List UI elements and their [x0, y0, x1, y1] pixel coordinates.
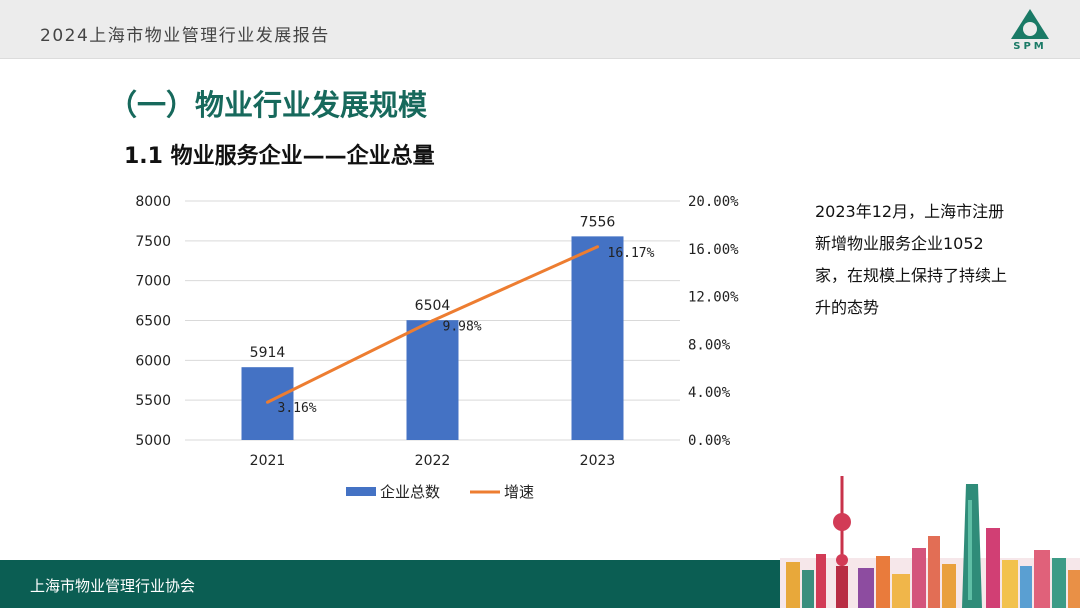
shanghai-skyline-icon	[780, 476, 1080, 608]
bar-value-label: 7556	[580, 214, 616, 230]
y-right-tick-label: 8.00%	[688, 337, 731, 353]
growth-point	[431, 319, 434, 323]
logo-text: SPM	[1013, 41, 1047, 52]
header-bar: 2024上海市物业管理行业发展报告 SPM	[0, 0, 1080, 59]
y-right-tick-label: 0.00%	[688, 433, 731, 449]
growth-point	[596, 245, 599, 249]
spm-logo: SPM	[1004, 6, 1056, 56]
growth-value-label: 9.98%	[443, 320, 482, 335]
sub-title: 1.1 物业服务企业——企业总量	[124, 144, 435, 169]
x-tick-label: 2021	[250, 453, 286, 469]
bar-value-label: 5914	[250, 345, 286, 361]
legend-line-label: 增速	[504, 483, 534, 501]
y-left-tick-label: 6000	[135, 353, 171, 369]
bar	[406, 320, 459, 440]
growth-value-label: 16.17%	[608, 246, 655, 261]
y-left-tick-label: 5000	[135, 433, 171, 449]
y-left-tick-label: 5500	[135, 393, 171, 409]
growth-value-label: 3.16%	[278, 401, 317, 416]
report-title: 2024上海市物业管理行业发展报告	[40, 26, 330, 46]
y-left-tick-label: 6500	[135, 314, 171, 330]
y-right-tick-label: 16.00%	[688, 242, 739, 258]
logo-triangle-icon	[1011, 9, 1049, 39]
org-name: 上海市物业管理行业协会	[30, 577, 196, 595]
x-tick-label: 2022	[415, 453, 451, 469]
section-title: （一）物业行业发展规模	[108, 88, 428, 122]
bar-line-chart: 5000 5500 6000 6500 7000 7500 8000 0.00% 4.00% 8.…	[135, 194, 739, 501]
footer-bar: 上海市物业管理行业协会	[0, 560, 790, 608]
growth-point	[266, 400, 269, 404]
bar-value-label: 6504	[415, 298, 451, 314]
y-right-tick-label: 12.00%	[688, 290, 739, 306]
side-note: 2023年12月，上海市注册新增物业服务企业1052家，在规模上保持了持续上升的…	[815, 202, 1008, 317]
y-left-tick-label: 7500	[135, 234, 171, 250]
bar	[571, 236, 624, 440]
y-right-tick-label: 4.00%	[688, 385, 731, 401]
y-right-tick-label: 20.00%	[688, 194, 739, 210]
y-left-tick-label: 7000	[135, 274, 171, 290]
y-left-tick-label: 8000	[135, 194, 171, 210]
legend-bar-swatch	[346, 487, 376, 496]
x-tick-label: 2023	[580, 453, 616, 469]
legend-bar-label: 企业总数	[380, 483, 440, 501]
